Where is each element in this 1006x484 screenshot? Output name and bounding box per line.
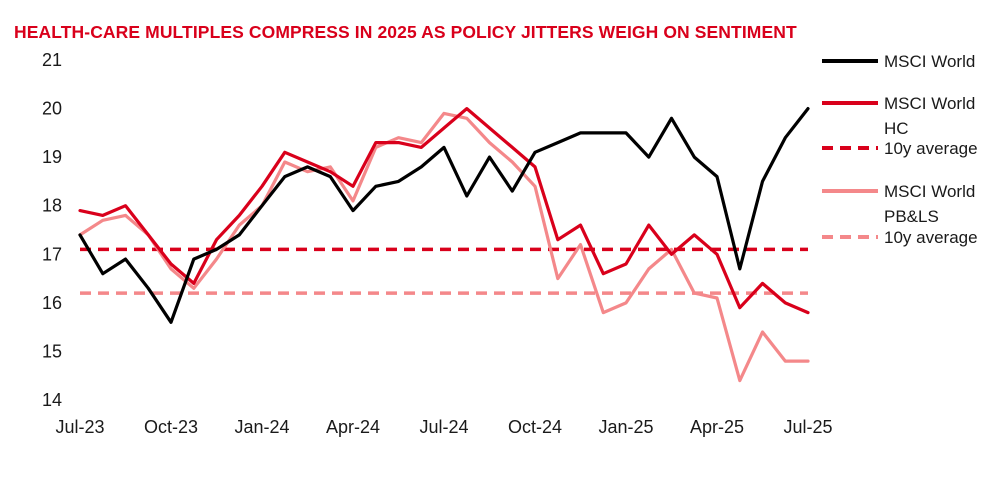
y-tick-label: 17 xyxy=(42,244,62,264)
y-tick-label: 16 xyxy=(42,293,62,313)
legend-item: MSCI World PB&LS xyxy=(822,182,975,226)
series-line-msci-world xyxy=(78,106,810,324)
y-tick-label: 14 xyxy=(42,390,62,410)
x-tick-label: Jan-24 xyxy=(234,417,289,437)
x-axis: Jul-23 Oct-23 Jan-24 Apr-24 Jul-24 Oct-24 Jan-… xyxy=(55,417,832,437)
legend-label: HC xyxy=(884,119,909,138)
legend-label: MSCI World xyxy=(884,52,975,71)
x-tick-label: Oct-23 xyxy=(144,417,198,437)
legend-label: 10y average xyxy=(884,228,978,247)
series-line-msci-world-hc xyxy=(78,106,810,315)
legend-item: 10y average xyxy=(822,228,978,247)
legend-label: 10y average xyxy=(884,139,978,158)
x-tick-label: Jul-25 xyxy=(783,417,832,437)
legend-item: 10y average xyxy=(822,139,978,158)
x-tick-label: Jan-25 xyxy=(598,417,653,437)
legend-item: MSCI World xyxy=(822,52,975,71)
x-tick-label: Apr-25 xyxy=(690,417,744,437)
chart-title: HEALTH-CARE MULTIPLES COMPRESS IN 2025 A… xyxy=(14,22,797,42)
x-tick-label: Jul-23 xyxy=(55,417,104,437)
y-tick-label: 20 xyxy=(42,99,62,119)
legend-label: MSCI World xyxy=(884,94,975,113)
legend-item: MSCI World HC xyxy=(822,94,975,138)
legend-label: MSCI World xyxy=(884,182,975,201)
legend-label: PB&LS xyxy=(884,207,939,226)
y-tick-label: 15 xyxy=(42,341,62,361)
y-tick-label: 19 xyxy=(42,147,62,167)
y-tick-label: 18 xyxy=(42,196,62,216)
x-tick-label: Apr-24 xyxy=(326,417,380,437)
plot-area xyxy=(78,106,810,383)
x-tick-label: Jul-24 xyxy=(419,417,468,437)
x-tick-label: Oct-24 xyxy=(508,417,562,437)
y-tick-label: 21 xyxy=(42,50,62,70)
y-axis: 14 15 16 17 18 19 20 21 xyxy=(42,50,62,410)
series-line-msci-world-pbls xyxy=(78,111,810,383)
